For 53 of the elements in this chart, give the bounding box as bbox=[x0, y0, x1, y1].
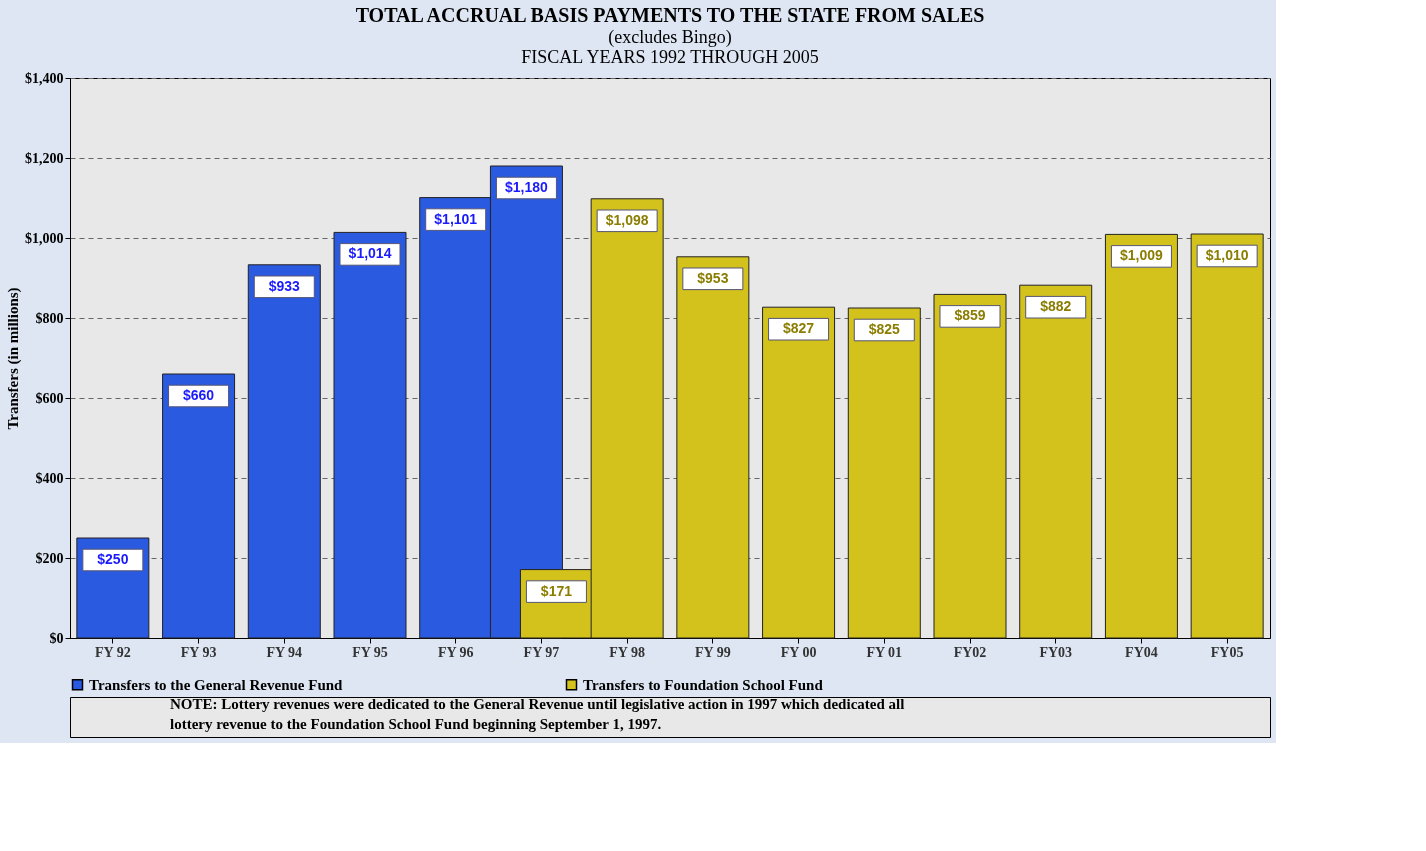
bar bbox=[247, 264, 321, 639]
chart-title: TOTAL ACCRUAL BASIS PAYMENTS TO THE STATE FROM SALES bbox=[355, 4, 985, 26]
y-tick-label: $0 bbox=[49, 630, 64, 646]
y-tick-label: $1,200 bbox=[25, 150, 64, 166]
bar bbox=[1190, 233, 1264, 639]
x-tick-label: FY02 bbox=[953, 644, 987, 660]
x-tick-label: FY 96 bbox=[437, 644, 474, 660]
bar bbox=[333, 231, 407, 639]
legend-label: Transfers to Foundation School Fund bbox=[583, 676, 824, 693]
text: NOTE: Lottery revenues were dedicated to the General Revenue until legislative action in 1997 which dedicated all lottery revenue to the Foundation School Fund beginning September 1, 1997. bbox=[170, 696, 905, 732]
data-label: $1,014 bbox=[348, 245, 392, 262]
data-label: $882 bbox=[1040, 298, 1072, 315]
data-label: $250 bbox=[97, 551, 129, 567]
data-label: $1,101 bbox=[434, 210, 478, 227]
legend-label: Transfers to the General Revenue Fund bbox=[89, 676, 344, 693]
x-tick-label: FY05 bbox=[1210, 644, 1244, 660]
data-label: $1,180 bbox=[505, 179, 549, 195]
data-label: $859 bbox=[954, 307, 986, 324]
data-label: $1,098 bbox=[605, 211, 649, 228]
data-label: $827 bbox=[782, 320, 815, 337]
x-tick-label: FY 97 bbox=[523, 644, 560, 660]
x-tick-label: FY 00 bbox=[780, 644, 817, 660]
x-tick-label: FY 93 bbox=[180, 644, 217, 660]
x-tick-label: FY 94 bbox=[266, 644, 303, 660]
bar bbox=[762, 306, 836, 639]
data-label: $825 bbox=[868, 321, 901, 337]
x-tick-label: FY 92 bbox=[95, 644, 131, 660]
bar bbox=[162, 373, 236, 639]
x-tick-label: FY 01 bbox=[866, 644, 903, 660]
data-label: $660 bbox=[182, 387, 215, 403]
bar bbox=[933, 293, 1007, 639]
y-tick-label: $1,000 bbox=[25, 230, 64, 246]
x-tick-label: FY03 bbox=[1039, 644, 1073, 660]
data-label: $171 bbox=[540, 582, 573, 599]
x-tick-label: FY 95 bbox=[352, 644, 388, 660]
bar bbox=[676, 256, 750, 639]
x-tick-label: FY 99 bbox=[695, 644, 731, 660]
y-tick-label: $200 bbox=[35, 550, 64, 566]
y-tick-label: $1,400 bbox=[25, 70, 64, 86]
chart-subtitle: (excludes Bingo) FISCAL YEARS 1992 THROUGH 2005 bbox=[521, 27, 819, 67]
y-tick-label: $400 bbox=[35, 470, 64, 486]
bar bbox=[847, 307, 921, 639]
bar bbox=[1019, 284, 1093, 639]
data-label: $933 bbox=[268, 277, 301, 294]
data-label: $953 bbox=[697, 269, 729, 286]
x-tick-label: FY04 bbox=[1125, 644, 1158, 660]
y-axis-title: Transfers (in millions) bbox=[5, 287, 22, 430]
data-label: $1,009 bbox=[1120, 247, 1164, 264]
x-tick-label: FY 98 bbox=[609, 644, 645, 660]
bar bbox=[1104, 233, 1178, 639]
y-tick-label: $600 bbox=[35, 390, 64, 406]
data-label: $1,010 bbox=[1205, 247, 1249, 263]
y-tick-label: $800 bbox=[35, 310, 64, 326]
